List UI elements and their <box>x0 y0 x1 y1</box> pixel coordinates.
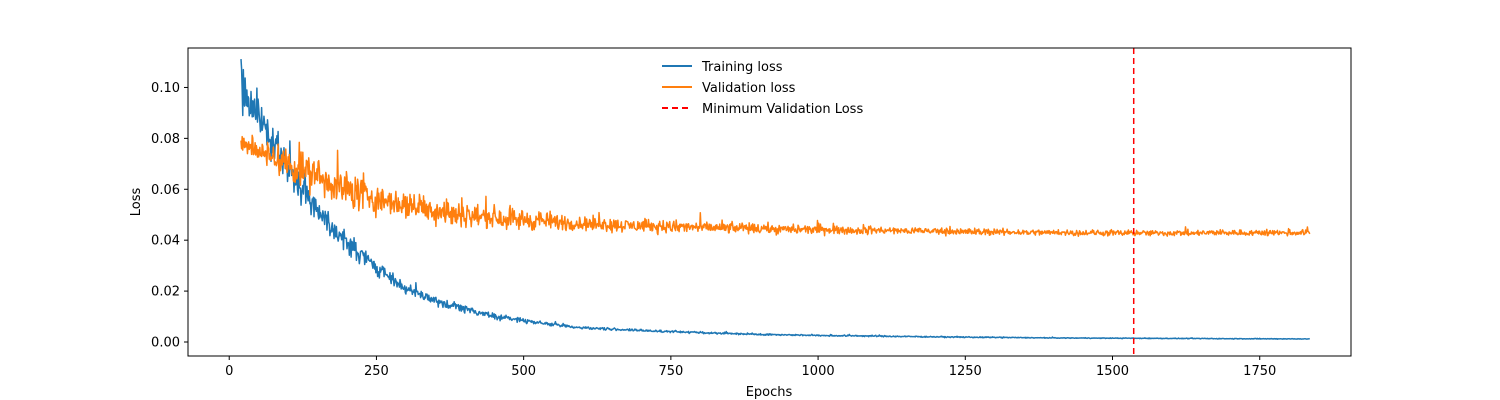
x-tick-label: 1250 <box>949 364 982 379</box>
series-layer <box>240 58 1311 340</box>
x-tick-label: 1500 <box>1096 364 1129 379</box>
series-line-0 <box>240 58 1311 340</box>
y-tick-label: 0.06 <box>151 183 180 198</box>
y-tick-label: 0.08 <box>151 132 180 147</box>
y-tick-label: 0.10 <box>151 81 180 96</box>
plot-frame <box>187 47 1352 357</box>
series-line-1 <box>240 134 1311 237</box>
x-tick-label: 500 <box>511 364 536 379</box>
x-tick-label: 1000 <box>802 364 835 379</box>
x-tick-label: 1750 <box>1243 364 1276 379</box>
legend-label: Training loss <box>701 60 783 75</box>
x-axis-ticks: 0 250 500 750 1000 1250 1500 1750 <box>225 356 1276 379</box>
y-tick-label: 0.04 <box>151 234 180 249</box>
y-tick-label: 0.00 <box>151 336 180 351</box>
x-tick-label: 0 <box>225 364 233 379</box>
x-axis-label: Epochs <box>746 385 793 400</box>
y-axis-ticks: 0.00 0.02 0.04 0.06 0.08 0.10 <box>151 81 188 351</box>
y-tick-label: 0.02 <box>151 285 180 300</box>
x-tick-label: 750 <box>658 364 683 379</box>
legend: Training loss Validation loss Minimum Vali… <box>662 60 863 117</box>
legend-label: Minimum Validation Loss <box>702 102 863 117</box>
legend-label: Validation loss <box>702 81 796 96</box>
x-tick-label: 250 <box>364 364 389 379</box>
y-axis-label: Loss <box>129 188 144 217</box>
